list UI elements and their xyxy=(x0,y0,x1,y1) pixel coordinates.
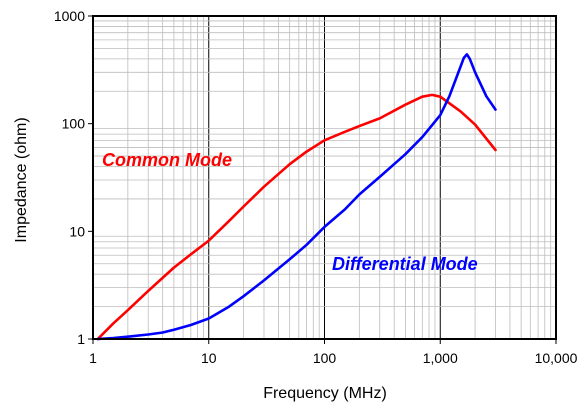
x-tick-label: 10 xyxy=(201,350,217,366)
x-tick-label: 100 xyxy=(313,350,337,366)
x-tick-label: 10,000 xyxy=(535,350,578,366)
common-mode-series-line xyxy=(96,93,497,341)
y-tick-label: 1 xyxy=(77,331,85,347)
x-tick-label: 1 xyxy=(89,350,97,366)
differential-mode-series-line xyxy=(96,53,497,341)
common-mode-label: Common Mode xyxy=(102,150,232,170)
differential-mode-label: Differential Mode xyxy=(332,254,478,274)
x-tick-label: 1,000 xyxy=(423,350,458,366)
y-axis-title: Impedance (ohm) xyxy=(13,117,30,242)
y-tick-label: 1000 xyxy=(54,8,85,24)
x-axis-title: Frequency (MHz) xyxy=(263,385,387,402)
y-tick-label: 10 xyxy=(69,223,85,239)
tick-labels: 1 10 100 1,000 10,000 1 10 100 1000 xyxy=(54,8,578,366)
grid xyxy=(93,16,556,339)
y-tick-label: 100 xyxy=(62,116,86,132)
series-layer xyxy=(96,53,497,341)
